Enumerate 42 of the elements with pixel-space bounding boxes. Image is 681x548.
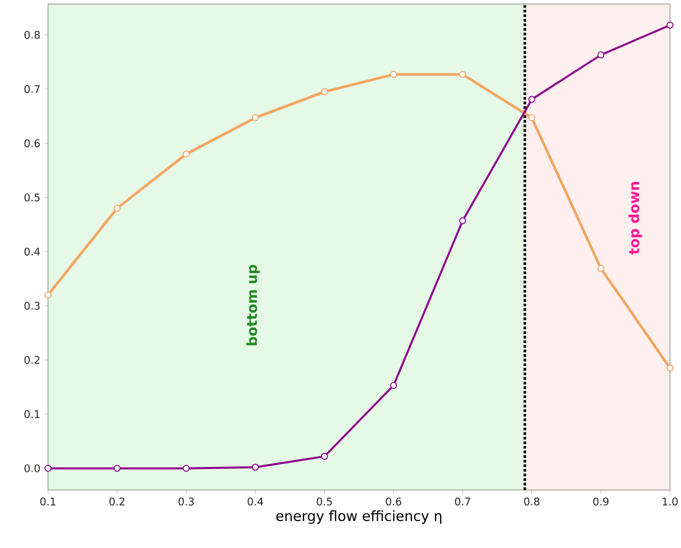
y-tick-label: 0.3 [24, 302, 40, 310]
point [44, 291, 52, 298]
point [114, 464, 121, 472]
point [597, 51, 604, 58]
point [320, 88, 328, 96]
y-tick-label: 0.0 [24, 464, 40, 472]
point [666, 364, 674, 372]
x-tick-label: 1.0 [662, 498, 678, 506]
y-tick-label: 0.2 [24, 356, 40, 364]
x-tick-label: 0.3 [178, 498, 194, 506]
point [390, 70, 398, 78]
point [459, 217, 466, 224]
x-tick-label: 0.7 [455, 498, 470, 506]
point [528, 96, 536, 103]
y-tick-label: 0.8 [24, 30, 40, 39]
x-tick-label: 0.4 [248, 498, 264, 506]
x-tick-label: 0.6 [386, 498, 402, 506]
band-label: top down [628, 182, 642, 255]
x-axis-title: energy flow efficiency η [276, 510, 442, 524]
x-tick-label: 0.5 [316, 498, 332, 506]
point [597, 264, 604, 272]
point [44, 464, 52, 472]
point [182, 464, 190, 472]
point [114, 204, 121, 212]
point [666, 22, 674, 29]
x-tick-label: 0.1 [40, 498, 56, 506]
x-tick-label: 0.9 [593, 498, 608, 506]
point [252, 464, 259, 471]
point [459, 70, 466, 78]
point [182, 150, 190, 158]
band-label: bottom up [246, 264, 260, 346]
x-tick-label: 0.8 [524, 498, 540, 506]
point [390, 382, 398, 389]
point [528, 114, 536, 122]
point [320, 452, 328, 460]
point [252, 114, 259, 122]
y-tick-label: 0.5 [24, 193, 40, 202]
y-tick-label: 0.1 [24, 410, 40, 418]
y-tick-label: 0.4 [24, 248, 40, 256]
y-tick-label: 0.6 [24, 139, 40, 148]
y-tick-label: 0.7 [24, 85, 40, 94]
x-tick-label: 0.2 [109, 498, 124, 506]
